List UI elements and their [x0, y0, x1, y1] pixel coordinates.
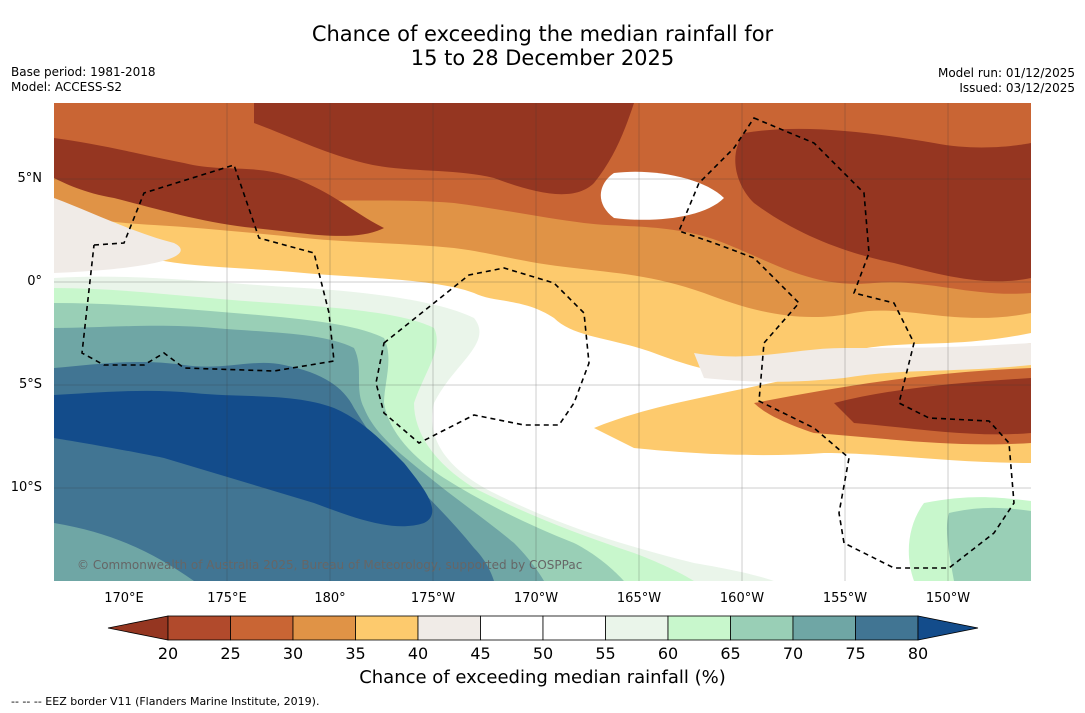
colorbar-label: Chance of exceeding median rainfall (%) [359, 667, 726, 688]
lon-label: 170°W [513, 591, 559, 606]
eez-border-east [677, 117, 1015, 569]
copyright-text: © Commonwealth of Australia 2025, Bureau… [77, 558, 582, 572]
colorbar-tick: 75 [845, 644, 866, 663]
colorbar-swatch [167, 615, 231, 641]
eez-border-west [81, 164, 335, 372]
region-below-25-west [54, 138, 384, 236]
colorbar-tick: 50 [532, 644, 554, 663]
colorbar-low-arrow [107, 615, 169, 641]
eez-legend-note: -- -- -- EEZ border V11 (Flanders Marine… [11, 695, 320, 708]
lat-label: 10°S [10, 480, 42, 495]
region-above-80 [54, 390, 433, 527]
rainfall-map: © Commonwealth of Australia 2025, Bureau… [54, 103, 1031, 581]
colorbar-swatch [292, 615, 356, 641]
colorbar-tick: 65 [720, 644, 741, 663]
map-title-line1: Chance of exceeding the median rainfall … [311, 22, 774, 46]
colorbar-swatch [730, 615, 794, 641]
region-below-25-east [735, 128, 1031, 282]
colorbar-tick: 30 [282, 644, 304, 663]
graticule [54, 103, 1031, 581]
lon-label: 160°W [719, 591, 765, 606]
colorbar-tick: 70 [782, 644, 804, 663]
colorbar-tick: 80 [907, 644, 929, 663]
meta-right: Model run: 01/12/2025 Issued: 03/12/2025 [938, 66, 1075, 96]
colorbar-tick: 45 [470, 644, 491, 663]
region-white-north [600, 171, 724, 220]
colorbar-swatch [230, 615, 294, 641]
region-se-65-70 [946, 507, 1031, 581]
lat-label: 0° [27, 274, 42, 289]
lon-label: 180° [314, 591, 346, 606]
lon-label: 170°E [104, 591, 144, 606]
colorbar-tick: 40 [407, 644, 429, 663]
lon-label: 150°W [925, 591, 971, 606]
colorbar-swatch [480, 615, 544, 641]
lon-label: 155°W [822, 591, 868, 606]
map-title-line2: 15 to 28 December 2025 [410, 46, 675, 70]
model-name: Model: ACCESS-S2 [11, 80, 123, 94]
lon-label: 175°W [410, 591, 456, 606]
colorbar-tick: 20 [157, 644, 179, 663]
issued-date: Issued: 03/12/2025 [959, 81, 1075, 95]
colorbar-swatch [355, 615, 419, 641]
colorbar-swatch [855, 615, 919, 641]
meta-left: Base period: 1981-2018 Model: ACCESS-S2 [11, 65, 156, 95]
lat-label: 5°S [18, 377, 42, 392]
lon-label: 175°E [207, 591, 247, 606]
colorbar-tick: 35 [345, 644, 366, 663]
colorbar-tick: 25 [220, 644, 241, 663]
colorbar-tick: 60 [657, 644, 679, 663]
region-45-50-east [694, 343, 1031, 382]
eez-borders [81, 117, 1015, 569]
eez-border-central [375, 267, 590, 444]
colorbar-swatch [417, 615, 481, 641]
colorbar-swatch [605, 615, 669, 641]
colorbar-tick: 55 [595, 644, 616, 663]
region-below-25 [254, 103, 634, 195]
colorbar-swatch [542, 615, 606, 641]
colorbar-swatch [792, 615, 856, 641]
region-45-50 [54, 198, 181, 273]
model-run: Model run: 01/12/2025 [937, 66, 1075, 80]
lat-label: 5°N [17, 171, 43, 186]
colorbar-high-arrow [917, 615, 979, 641]
base-period: Base period: 1981-2018 [11, 65, 156, 79]
lon-label: 165°W [616, 591, 662, 606]
colorbar-swatch [667, 615, 731, 641]
colorbar [107, 615, 979, 641]
